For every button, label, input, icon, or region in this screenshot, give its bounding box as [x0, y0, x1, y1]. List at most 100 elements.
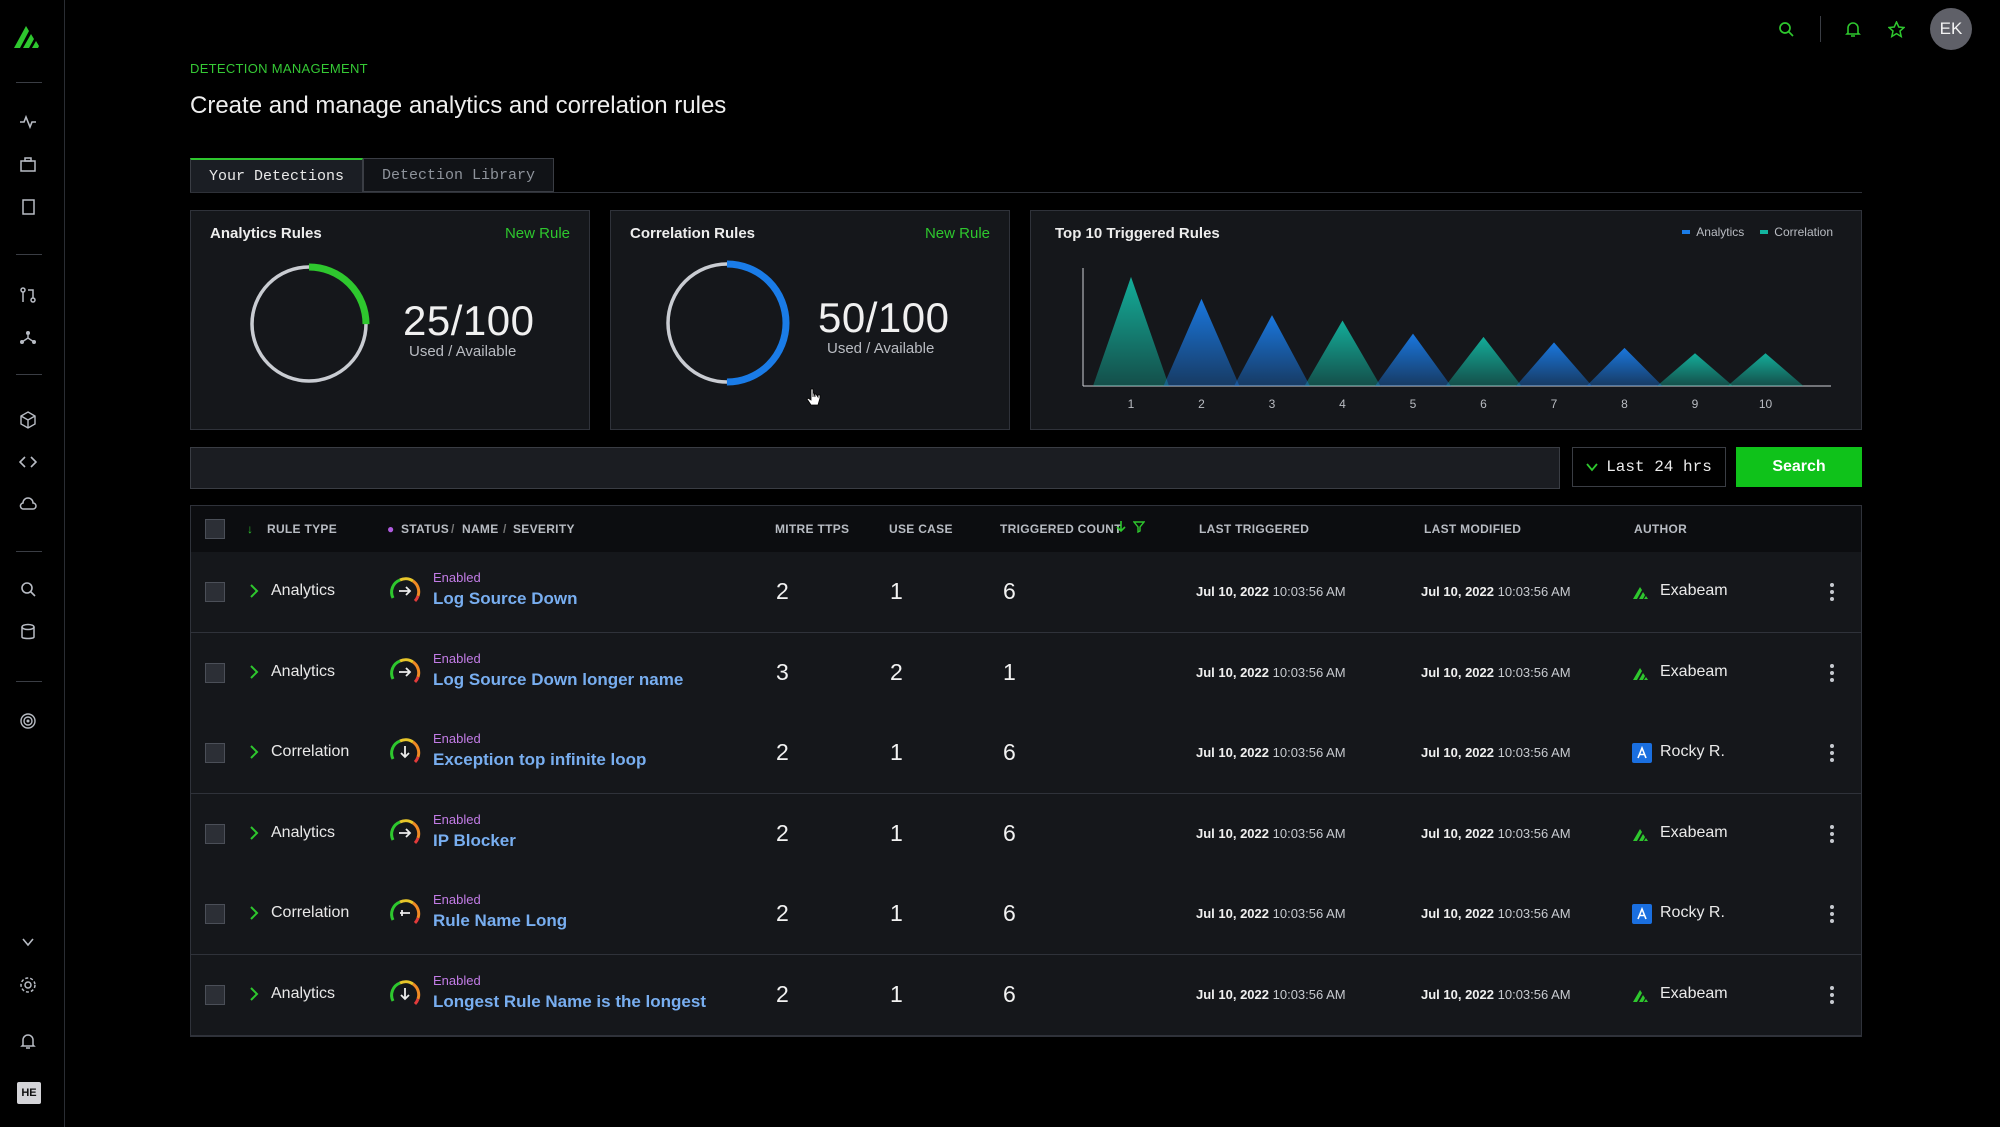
column-severity[interactable]: SEVERITY: [513, 522, 575, 536]
column-triggered-count[interactable]: TRIGGERED COUNT: [1000, 522, 1122, 536]
search-icon[interactable]: [1775, 18, 1797, 40]
row-checkbox[interactable]: [205, 904, 225, 924]
time-range-select[interactable]: Last 24 hrs: [1572, 447, 1726, 487]
rule-name-link[interactable]: Log Source Down longer name: [433, 669, 684, 689]
column-name[interactable]: NAME: [462, 522, 499, 536]
rule-status: Enabled: [433, 811, 481, 827]
filter-icon[interactable]: [1132, 520, 1146, 536]
bell-icon[interactable]: [1842, 18, 1864, 40]
mitre-ttps-count: 2: [776, 739, 789, 765]
chart-peak-correlation: [1093, 276, 1169, 386]
mouse-cursor-icon: [806, 388, 821, 406]
rule-status: Enabled: [433, 892, 481, 907]
chevron-right-icon[interactable]: [249, 906, 259, 920]
mitre-ttps-count: 2: [776, 980, 789, 1007]
rule-name-link[interactable]: Rule Name Long: [433, 911, 568, 930]
chevron-right-icon[interactable]: [249, 825, 259, 840]
briefcase-icon[interactable]: [16, 153, 40, 177]
select-all-checkbox[interactable]: [205, 519, 225, 539]
legend-item-correlation[interactable]: Correlation: [1760, 225, 1833, 239]
chevron-right-icon[interactable]: [249, 584, 259, 598]
more-options-icon[interactable]: [1829, 985, 1835, 1005]
target-icon[interactable]: [16, 709, 40, 733]
more-options-icon[interactable]: [1829, 663, 1835, 683]
column-last-modified[interactable]: LAST MODIFIED: [1424, 522, 1522, 536]
table-row[interactable]: Correlation Enabled Exception top infinite…: [191, 713, 1861, 794]
search-input[interactable]: [190, 447, 1560, 489]
column-rule-type[interactable]: RULE TYPE: [267, 522, 338, 536]
table-row[interactable]: Correlation Enabled Rule Name Long 2 1 6 Jul 1…: [191, 874, 1861, 955]
new-analytics-rule-link[interactable]: New Rule: [504, 225, 570, 242]
chevron-down-icon[interactable]: [16, 930, 40, 954]
row-checkbox[interactable]: [205, 984, 225, 1005]
x-tick-label: 2: [1198, 397, 1205, 411]
gear-icon[interactable]: [16, 973, 40, 997]
book-icon[interactable]: [16, 195, 40, 219]
x-tick-label: 6: [1480, 397, 1487, 411]
rule-name-link[interactable]: Log Source Down: [433, 589, 578, 608]
user-avatar[interactable]: EK: [1930, 8, 1972, 50]
column-last-triggered[interactable]: LAST TRIGGERED: [1199, 522, 1310, 536]
sort-down-icon[interactable]: ↓: [247, 522, 254, 536]
triggered-count: 6: [1003, 739, 1016, 765]
bell-icon[interactable]: [16, 1029, 40, 1053]
network-icon[interactable]: [16, 325, 40, 349]
rule-name-link[interactable]: Longest Rule Name is the longest: [433, 991, 706, 1011]
user-avatar-icon: [1632, 743, 1652, 763]
cube-icon[interactable]: [16, 408, 40, 432]
more-options-icon[interactable]: [1829, 743, 1835, 763]
tab-detection-library[interactable]: Detection Library: [363, 158, 555, 192]
workspace-badge[interactable]: HE: [17, 1082, 41, 1104]
chevron-right-icon[interactable]: [249, 745, 259, 759]
sidebar-divider: [16, 681, 42, 682]
rule-name-link[interactable]: IP Blocker: [433, 830, 516, 850]
x-tick-label: 9: [1692, 397, 1699, 411]
last-modified-date: Jul 10, 2022: [1421, 986, 1494, 1002]
page-title: Create and manage analytics and correlat…: [190, 92, 727, 119]
rule-name-link[interactable]: Exception top infinite loop: [433, 750, 647, 769]
row-checkbox[interactable]: [205, 582, 225, 602]
severity-gauge-icon: [390, 577, 421, 603]
row-checkbox[interactable]: [205, 662, 225, 683]
legend-item-analytics[interactable]: Analytics: [1682, 225, 1744, 239]
sort-desc-icon[interactable]: [1115, 520, 1127, 536]
more-options-icon[interactable]: [1829, 904, 1835, 924]
chart-peak-correlation: [1445, 336, 1522, 386]
chevron-right-icon[interactable]: [249, 986, 259, 1001]
column-use-case[interactable]: USE CASE: [889, 522, 953, 536]
last-triggered-time: 10:03:56 AM: [1272, 825, 1346, 841]
row-checkbox[interactable]: [205, 743, 225, 763]
more-options-icon[interactable]: [1829, 582, 1835, 602]
last-modified: Jul 10, 2022 10:03:56 AM: [1421, 584, 1571, 599]
mitre-ttps-count: 2: [776, 578, 789, 604]
x-tick-label: 8: [1621, 397, 1628, 411]
analytics-usage-gauge: [248, 263, 370, 385]
tab-your-detections[interactable]: Your Detections: [190, 158, 364, 193]
search-button[interactable]: Search: [1736, 447, 1862, 487]
last-triggered: Jul 10, 2022 10:03:56 AM: [1196, 906, 1346, 921]
search-icon[interactable]: [16, 577, 40, 601]
new-correlation-rule-link[interactable]: New Rule: [924, 225, 990, 242]
column-status[interactable]: STATUS: [401, 522, 450, 536]
column-mitre-ttps[interactable]: MITRE TTPS: [775, 522, 850, 536]
database-icon[interactable]: [16, 620, 40, 644]
last-modified: Jul 10, 2022 10:03:56 AM: [1421, 745, 1571, 760]
last-modified-time: 10:03:56 AM: [1497, 584, 1571, 599]
chart-title: Top 10 Triggered Rules: [1055, 225, 1220, 242]
severity-gauge-icon: [390, 899, 421, 925]
column-author[interactable]: AUTHOR: [1634, 522, 1688, 536]
exabeam-logo[interactable]: [12, 18, 46, 52]
more-options-icon[interactable]: [1829, 824, 1835, 844]
table-row[interactable]: Analytics Enabled Log Source Down longer n…: [191, 632, 1861, 714]
cloud-icon[interactable]: [16, 492, 40, 516]
git-compare-icon[interactable]: [16, 283, 40, 307]
chevron-right-icon[interactable]: [249, 664, 259, 679]
row-checkbox[interactable]: [205, 823, 225, 844]
table-row[interactable]: Analytics Enabled Longest Rule Name is the…: [191, 954, 1861, 1036]
table-row[interactable]: Analytics Enabled Log Source Down 2 1 6 Jul 10…: [191, 552, 1861, 633]
star-icon[interactable]: [1885, 18, 1907, 40]
table-row[interactable]: Analytics Enabled IP Blocker 2 1 6 Jul 10, 202…: [191, 793, 1861, 875]
activity-icon[interactable]: [16, 110, 40, 134]
analytics-sub-label: Used / Available: [409, 343, 517, 360]
code-icon[interactable]: [16, 450, 40, 474]
